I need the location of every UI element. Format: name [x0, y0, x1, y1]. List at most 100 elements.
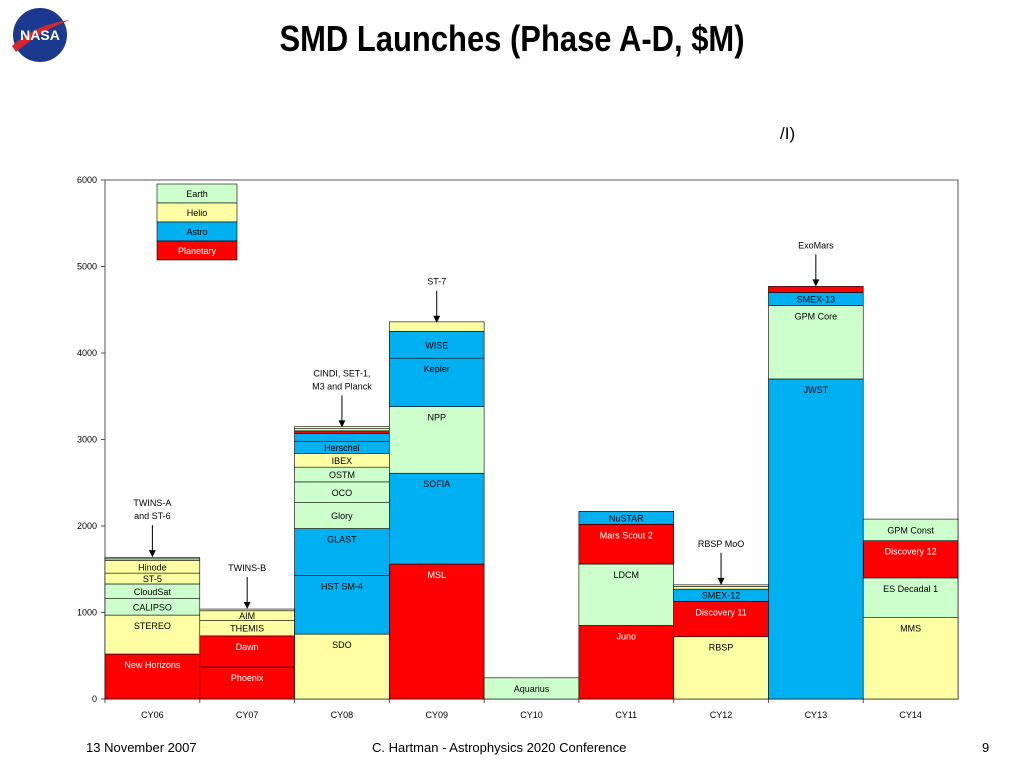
annotation-label: ExoMars	[798, 240, 834, 250]
bar-segment-label: STEREO	[134, 621, 171, 631]
annotation-arrow-head	[243, 602, 251, 610]
annotation-arrow-head	[148, 550, 156, 558]
y-tick-label: 0	[92, 694, 97, 704]
bar-segment	[294, 430, 390, 434]
footer-page-number: 9	[982, 740, 990, 755]
bar-segment-label: SOFIA	[423, 479, 450, 489]
bar-segment	[294, 502, 390, 529]
bar-segment-label: CloudSat	[134, 587, 172, 597]
x-tick-label: CY11	[615, 710, 637, 720]
x-tick-label: CY06	[141, 710, 164, 720]
bar-segment	[389, 406, 485, 474]
bar-segment	[199, 608, 295, 612]
annotation-arrow-head	[812, 279, 820, 287]
logo-stripe	[12, 20, 70, 52]
annotation-arrow-head	[433, 315, 441, 323]
legend-label: Planetary	[178, 246, 217, 256]
bar-segment-label: NuSTAR	[609, 513, 644, 523]
bar-segment-label: RBSP	[709, 643, 734, 653]
x-tick-label: CY07	[236, 710, 259, 720]
bar-segment	[768, 286, 864, 293]
bar-segment	[199, 635, 295, 668]
bar-segment-label: JWST	[804, 385, 829, 395]
annotation-label: TWINS-A	[133, 498, 171, 508]
bar-segment-label: MSL	[427, 570, 446, 580]
logo-text: NASA	[20, 27, 60, 43]
legend-label: Earth	[186, 189, 208, 199]
bar-segment	[578, 510, 674, 525]
y-tick-label: 4000	[77, 348, 97, 358]
bar-segment-label: ES Decadal 1	[883, 584, 938, 594]
bar-segment	[673, 584, 769, 587]
y-tick-label: 6000	[77, 175, 97, 185]
footer-date: 13 November 2007	[86, 740, 197, 755]
bar-segment	[104, 557, 201, 560]
y-tick-label: 5000	[77, 262, 97, 272]
bar-segment	[673, 586, 769, 590]
bar-segment-label: NPP	[427, 413, 446, 423]
bar-segment-label: MMS	[900, 624, 921, 634]
legend-label: Astro	[186, 227, 207, 237]
bar-segment-label: Hinode	[138, 562, 167, 572]
bar-segment	[578, 523, 674, 565]
bar-segment	[294, 428, 390, 432]
bar-segment-label: Kepler	[424, 364, 450, 374]
bar-segment-label: New Horizons	[124, 660, 181, 670]
y-tick-label: 2000	[77, 521, 97, 531]
bar-segment-label: Aquarius	[514, 684, 550, 694]
x-tick-label: CY08	[331, 710, 354, 720]
bar-segment-label: GLAST	[327, 535, 357, 545]
bar-segment	[389, 357, 485, 407]
bar-segment-label: THEMIS	[230, 624, 264, 634]
bar-segment	[389, 321, 485, 332]
x-tick-label: CY09	[425, 710, 448, 720]
x-tick-label: CY14	[899, 710, 922, 720]
bar-segment-label: OCO	[332, 488, 353, 498]
annotation-label: TWINS-B	[228, 563, 266, 573]
annotation-label: ST-7	[427, 277, 446, 287]
bar-segment-label: Glory	[331, 511, 353, 521]
annotation-label: and ST-6	[134, 511, 171, 521]
bar-segment-label: LDCM	[614, 570, 640, 580]
y-tick-label: 3000	[77, 435, 97, 445]
bar-segment-label: SMEX-12	[702, 591, 741, 601]
bar-segment-label: Discovery 11	[695, 607, 746, 617]
legend-label: Helio	[187, 208, 208, 218]
bar-segment	[768, 305, 864, 380]
footer-center: C. Hartman - Astrophysics 2020 Conferenc…	[372, 740, 627, 755]
bar-segment-label: CALIPSO	[133, 602, 172, 612]
bar-segment-label: ST-5	[143, 574, 162, 584]
logo-circle	[13, 8, 67, 62]
bar-segment	[768, 378, 864, 700]
bar-segment-label: AIM	[239, 611, 255, 621]
bar-segment	[199, 666, 295, 700]
bar-segment	[389, 472, 485, 565]
nasa-logo: NASA	[12, 8, 70, 62]
bar-segment-label: HST SM-4	[321, 581, 363, 591]
annotation-label: CINDI, SET-1,	[313, 368, 370, 378]
bar-segment-label: OSTM	[329, 470, 355, 480]
legend-swatch	[156, 240, 238, 261]
bar-segment-label: Juno	[617, 631, 637, 641]
bar-segment	[294, 633, 390, 700]
bar-segment	[578, 563, 674, 626]
bar-segment	[294, 433, 390, 442]
bar-segment-label: GPM Const	[887, 525, 934, 535]
stray-text: /I)	[780, 124, 796, 143]
bar-segment	[862, 577, 959, 618]
bar-segment	[389, 563, 485, 700]
bar-segment-label: GPM Core	[795, 311, 838, 321]
bar-segment	[294, 528, 390, 576]
bar-segment-label: SDO	[332, 640, 352, 650]
bar-segment	[862, 518, 959, 542]
bar-segment-label: IBEX	[332, 456, 353, 466]
bar-segment-label: SMEX-13	[797, 294, 836, 304]
bar-segment	[104, 653, 201, 700]
y-tick-label: 1000	[77, 608, 97, 618]
bar-segment-label: WISE	[425, 340, 448, 350]
annotation-arrow-head	[338, 420, 346, 428]
bar-segment	[862, 540, 959, 579]
annotation-label: RBSP MoO	[698, 539, 744, 549]
bar-segment-label: Phoenix	[231, 673, 264, 683]
bar-segment-label: Mars Scout 2	[600, 530, 653, 540]
